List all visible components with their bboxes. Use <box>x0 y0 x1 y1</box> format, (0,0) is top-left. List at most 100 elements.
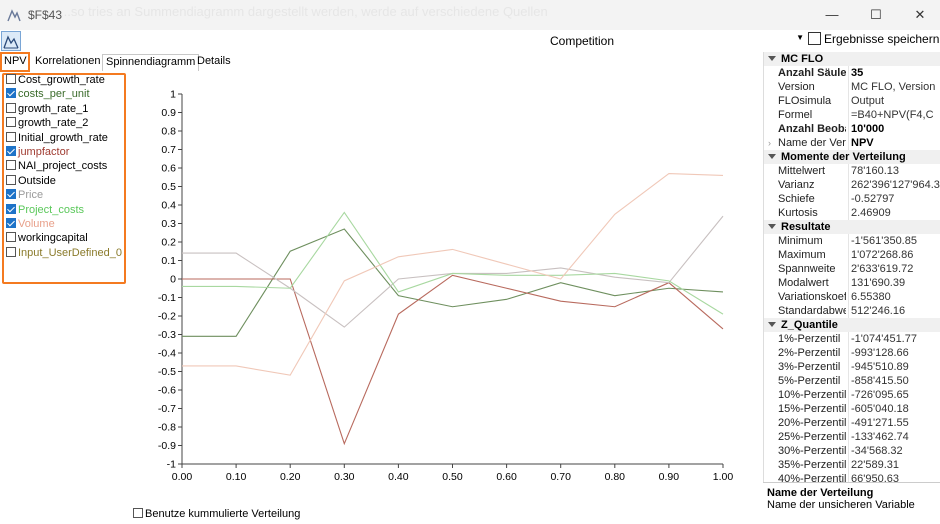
floppy-disk-icon <box>808 32 821 45</box>
distribution-icon <box>3 35 19 49</box>
property-row[interactable]: Modalwert 131'690.39 <box>764 276 940 290</box>
variable-item[interactable]: workingcapital <box>6 232 88 246</box>
x-tick-label: 0.80 <box>605 471 626 483</box>
variable-checkbox[interactable] <box>6 174 16 185</box>
variable-item[interactable]: jumpfactor <box>6 146 69 160</box>
collapse-icon[interactable] <box>768 322 776 327</box>
variable-checkbox[interactable] <box>6 74 16 84</box>
property-row[interactable]: 3%-Perzentil -945'510.89 <box>764 360 940 374</box>
tab-npv[interactable]: NPV <box>4 55 27 67</box>
property-row[interactable]: 2%-Perzentil -993'128.66 <box>764 346 940 360</box>
variable-item[interactable]: Project_costs <box>6 203 84 218</box>
tab-spinnendiagramm[interactable]: Spinnendiagramm <box>102 54 200 71</box>
x-tick-label: 0.10 <box>226 471 247 483</box>
property-row[interactable]: Standardabwe 512'246.16 <box>764 304 940 318</box>
x-tick-label: 0.20 <box>280 471 301 483</box>
variable-item[interactable]: costs_per_unit <box>6 88 90 102</box>
variable-checkbox[interactable] <box>6 160 16 171</box>
variable-item[interactable]: growth_rate_1 <box>6 102 88 117</box>
expand-icon[interactable]: › <box>768 138 771 148</box>
property-row[interactable]: FLOsimula Output <box>764 94 940 108</box>
maximize-button[interactable]: ☐ <box>870 7 882 22</box>
variable-item[interactable]: Volume <box>6 218 55 232</box>
property-key: Spannweite <box>778 263 836 275</box>
property-key: 3%-Perzentil <box>778 361 841 373</box>
y-tick-label: -0.8 <box>158 422 176 434</box>
property-row[interactable]: 15%-Perzentil -605'040.18 <box>764 402 940 416</box>
property-row[interactable]: Minimum -1'561'350.85 <box>764 234 940 248</box>
y-tick-label: -0.4 <box>158 348 176 360</box>
variable-item[interactable]: growth_rate_2 <box>6 117 88 131</box>
spider-chart: 1 0.9 0.8 0.7 0.6 0.5 0.4 0.3 0.2 0.1 0 -0.1 -0.2 -0.… <box>128 72 762 506</box>
property-row[interactable]: 1%-Perzentil -1'074'451.77 <box>764 332 940 346</box>
property-row[interactable]: Mittelwert 78'160.13 <box>764 164 940 178</box>
property-row[interactable]: Maximum 1'072'268.86 <box>764 248 940 262</box>
property-row[interactable]: 35%-Perzentil 22'589.31 <box>764 458 940 472</box>
property-row[interactable]: Spannweite 2'633'619.72 <box>764 262 940 276</box>
collapse-icon[interactable] <box>768 154 776 159</box>
cumulative-checkbox[interactable]: Benutze kummulierte Verteilung <box>133 508 300 520</box>
variable-checkbox[interactable] <box>6 232 16 243</box>
y-tick-label: -0.2 <box>158 311 176 323</box>
close-button[interactable]: ✕ <box>914 7 926 22</box>
variable-checkbox[interactable] <box>6 246 16 257</box>
simulation-select[interactable]: Competition ▼ <box>500 32 806 50</box>
property-row[interactable]: Anzahl Beoba 10'000 <box>764 122 940 136</box>
collapse-icon[interactable] <box>768 56 776 61</box>
variable-label: workingcapital <box>18 232 88 245</box>
variable-item[interactable]: Price <box>6 189 43 203</box>
property-row[interactable]: 5%-Perzentil -858'415.50 <box>764 374 940 388</box>
property-section-header[interactable]: Resultate <box>764 220 940 234</box>
series-line-jumpfactor <box>182 274 724 446</box>
variable-label: Outside <box>18 174 56 187</box>
variable-checkbox[interactable] <box>6 102 16 113</box>
y-tick-label: -0.7 <box>158 403 176 415</box>
variable-item[interactable]: NAI_project_costs <box>6 160 107 174</box>
y-tick-label: 1 <box>170 89 176 101</box>
property-row[interactable]: 30%-Perzentil -34'568.32 <box>764 444 940 458</box>
property-key: Standardabwe <box>778 305 846 317</box>
property-row[interactable]: Variationskoef 6.55380 <box>764 290 940 304</box>
property-row[interactable]: 25%-Perzentil -133'462.74 <box>764 430 940 444</box>
property-section-header[interactable]: Z_Quantile <box>764 318 940 332</box>
description-title: Name der Verteilung <box>767 487 874 499</box>
variable-checkbox[interactable] <box>6 146 16 156</box>
chart-mode-button[interactable] <box>1 31 21 51</box>
property-section-header[interactable]: MC FLO <box>764 52 940 66</box>
variable-item[interactable]: Outside <box>6 174 56 189</box>
property-section-header[interactable]: Momente der Verteilung <box>764 150 940 164</box>
property-key: Varianz <box>778 179 815 191</box>
tab-korrelationen[interactable]: Korrelationen <box>35 55 101 67</box>
variable-checkbox[interactable] <box>6 218 16 228</box>
variable-checkbox[interactable] <box>6 203 16 214</box>
property-value: -945'510.89 <box>848 360 940 374</box>
variable-label: costs_per_unit <box>18 88 90 101</box>
property-value: -0.52797 <box>848 192 940 206</box>
variable-checkbox[interactable] <box>6 131 16 142</box>
property-key: 15%-Perzentil <box>778 403 846 415</box>
property-value: -133'462.74 <box>848 430 940 444</box>
property-row[interactable]: Version MC FLO, Version <box>764 80 940 94</box>
collapse-icon[interactable] <box>768 224 776 229</box>
variable-item[interactable]: Cost_growth_rate <box>6 74 105 88</box>
variable-checkbox[interactable] <box>6 88 16 99</box>
minimize-button[interactable]: — <box>825 7 839 22</box>
variable-checkbox[interactable] <box>6 117 16 128</box>
save-results-button[interactable]: Ergebnisse speichern <box>808 32 939 46</box>
property-row[interactable]: Varianz 262'396'127'964.3 <box>764 178 940 192</box>
variable-item[interactable]: Initial_growth_rate <box>6 131 108 146</box>
property-row[interactable]: Formel =B40+NPV(F4,C <box>764 108 940 122</box>
property-row[interactable]: 20%-Perzentil -491'271.55 <box>764 416 940 430</box>
variable-item[interactable]: Input_UserDefined_0 <box>6 246 122 261</box>
tab-details[interactable]: Details <box>197 55 231 67</box>
property-row[interactable]: 10%-Perzentil -726'095.65 <box>764 388 940 402</box>
property-value: 6.55380 <box>848 290 940 304</box>
property-row[interactable]: Schiefe -0.52797 <box>764 192 940 206</box>
property-row[interactable]: 40%-Perzentil 66'950.63 <box>764 472 940 482</box>
property-row[interactable]: › Name der Ver NPV <box>764 136 940 150</box>
property-key: FLOsimula <box>778 95 832 107</box>
property-row[interactable]: Anzahl Säuler 35 <box>764 66 940 80</box>
variable-checkbox[interactable] <box>6 189 16 200</box>
property-row[interactable]: Kurtosis 2.46909 <box>764 206 940 220</box>
cumulative-checkbox-box[interactable] <box>133 508 143 518</box>
